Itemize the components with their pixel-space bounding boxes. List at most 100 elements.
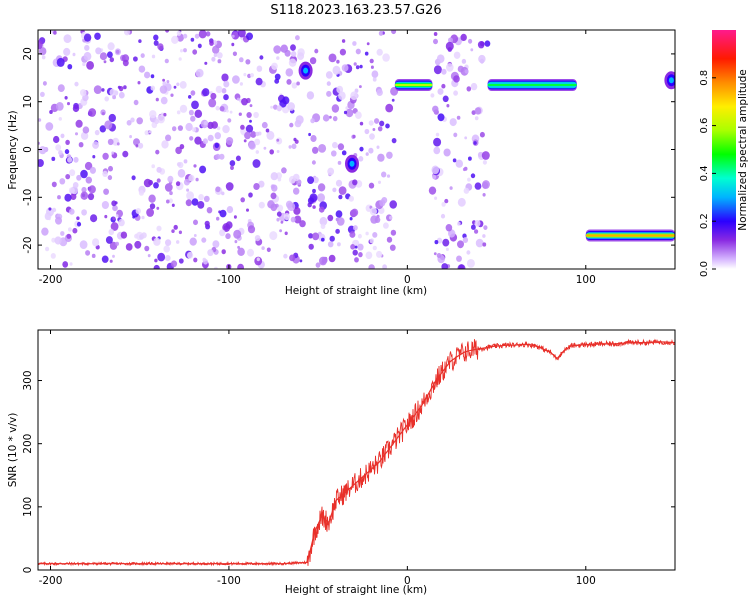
noise-blob — [307, 197, 315, 205]
noise-blob — [58, 117, 62, 121]
noise-blob — [108, 228, 115, 236]
noise-blob — [225, 233, 231, 240]
noise-blob — [183, 159, 188, 164]
noise-blob — [293, 206, 301, 215]
noise-blob — [193, 219, 198, 226]
noise-blob — [273, 104, 278, 110]
noise-blob — [60, 133, 65, 139]
noise-blob — [270, 192, 277, 200]
noise-blob — [215, 105, 220, 111]
noise-blob — [83, 51, 92, 61]
noise-blob — [432, 174, 437, 180]
noise-blob — [99, 125, 107, 133]
noise-blob — [457, 197, 466, 207]
spot-layer — [349, 160, 355, 167]
noise-blob — [279, 229, 282, 233]
noise-blob — [267, 200, 275, 209]
noise-blob — [312, 146, 319, 154]
noise-blob — [64, 96, 68, 100]
noise-blob — [188, 95, 192, 99]
noise-blob — [95, 47, 102, 55]
noise-blob — [378, 30, 384, 36]
noise-blob — [198, 30, 207, 39]
noise-blob — [456, 115, 461, 120]
x-tick-label: 100 — [576, 274, 596, 286]
noise-blob — [368, 120, 374, 126]
noise-blob — [428, 186, 437, 195]
noise-blob — [329, 235, 335, 242]
noise-blob — [270, 105, 273, 109]
noise-blob — [67, 63, 73, 70]
noise-blob — [239, 57, 244, 63]
noise-blob — [484, 40, 491, 47]
noise-blob — [306, 91, 315, 100]
noise-blob — [357, 233, 362, 239]
noise-blob — [153, 34, 159, 41]
noise-blob — [92, 238, 100, 247]
noise-blob — [273, 45, 282, 54]
noise-blob — [109, 259, 113, 263]
noise-blob — [60, 231, 65, 236]
noise-blob — [183, 48, 187, 53]
noise-blob — [62, 261, 69, 268]
noise-blob — [310, 118, 315, 124]
noise-blob — [134, 240, 142, 249]
y-tick-label: 0 — [22, 146, 34, 153]
noise-blob — [366, 42, 370, 46]
noise-blob — [111, 200, 117, 207]
noise-blob — [291, 143, 297, 150]
x-tick-label: 0 — [404, 575, 411, 587]
noise-blob — [281, 167, 287, 174]
noise-blob — [382, 264, 387, 269]
noise-blob — [473, 141, 477, 145]
noise-blob — [350, 244, 356, 250]
noise-blob — [341, 39, 346, 43]
noise-blob — [155, 97, 159, 102]
noise-blob — [206, 207, 213, 214]
noise-blob — [149, 110, 157, 119]
y-tick-label: 200 — [22, 434, 34, 454]
noise-blob — [131, 175, 136, 181]
noise-blob — [138, 39, 142, 43]
noise-blob — [154, 118, 159, 125]
noise-blob — [144, 245, 150, 252]
noise-blob — [462, 237, 469, 243]
noise-blob — [385, 123, 390, 129]
noise-blob — [290, 216, 296, 223]
noise-blob — [255, 150, 259, 154]
noise-blob — [357, 243, 364, 251]
noise-blob — [442, 238, 450, 247]
noise-blob — [149, 203, 156, 210]
band-layer — [394, 84, 433, 86]
noise-blob — [240, 197, 245, 203]
noise-blob — [441, 68, 447, 75]
noise-blob — [446, 63, 454, 72]
noise-blob — [328, 254, 336, 263]
noise-blob — [364, 128, 370, 135]
noise-blob — [109, 88, 116, 96]
noise-blob — [161, 140, 169, 149]
noise-blob — [190, 115, 196, 122]
noise-blob — [377, 126, 383, 132]
noise-blob — [285, 68, 294, 77]
noise-blob — [72, 104, 80, 113]
noise-blob — [386, 151, 393, 159]
noise-blob — [386, 174, 391, 178]
noise-blob — [369, 133, 375, 140]
noise-blob — [150, 74, 155, 79]
noise-blob — [261, 121, 268, 129]
noise-blob — [453, 51, 461, 59]
noise-blob — [122, 59, 129, 67]
noise-blob — [179, 104, 188, 113]
noise-blob — [153, 182, 159, 189]
noise-blob — [176, 82, 180, 87]
noise-blob — [385, 103, 394, 113]
noise-blob — [83, 33, 92, 42]
noise-blob — [348, 195, 354, 202]
noise-blob — [239, 82, 243, 86]
noise-blob — [138, 190, 144, 196]
noise-blob — [215, 85, 223, 94]
noise-blob — [482, 242, 487, 247]
noise-blob — [135, 144, 139, 148]
noise-blob — [283, 253, 288, 259]
